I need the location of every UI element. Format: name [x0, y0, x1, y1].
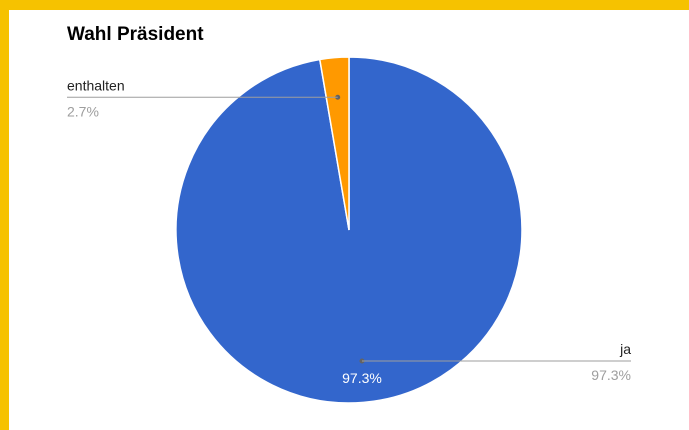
slice-label-enthalten: enthalten: [67, 77, 125, 93]
pie-labels: enthalten 2.7% ja 97.3% 97.3%: [67, 77, 631, 386]
frame-border-top: [0, 0, 689, 10]
pie-slices: [175, 56, 523, 404]
slice-value-ja: 97.3%: [591, 367, 631, 383]
pie-slice-enthalten: [318, 56, 350, 231]
slice-value-enthalten: 2.7%: [67, 103, 99, 119]
frame-border-left: [0, 0, 9, 430]
chart-title: Wahl Präsident: [67, 24, 204, 45]
slice-label-ja: ja: [619, 341, 631, 357]
slice-inside-label-ja: 97.3%: [342, 370, 382, 386]
